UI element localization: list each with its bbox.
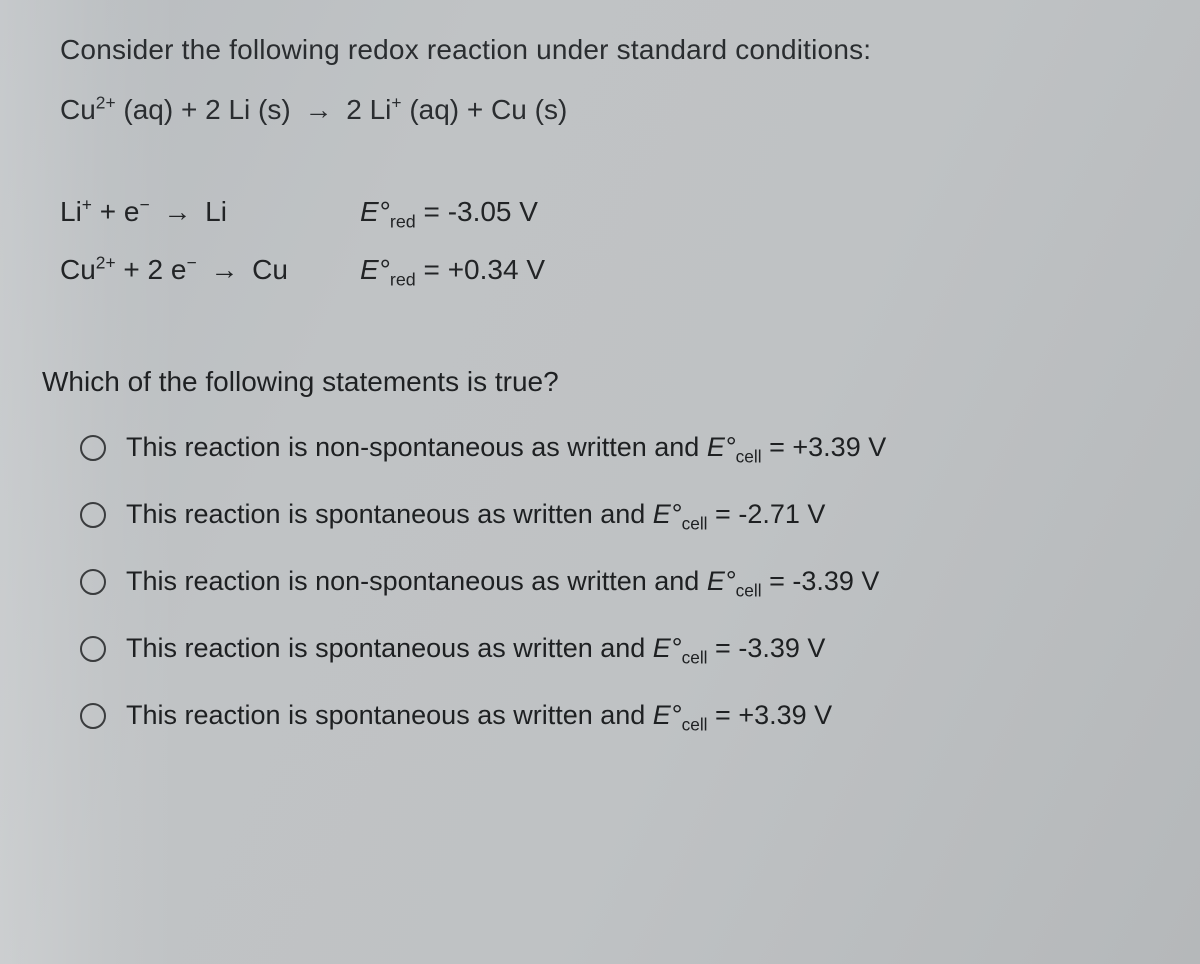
question-text: Which of the following statements is tru…: [42, 366, 1160, 398]
reaction-arrow-icon: →: [204, 254, 244, 285]
prompt-text: Consider the following redox reaction un…: [60, 34, 1160, 66]
overall-equation: Cu2+ (aq) + 2 Li (s) → 2 Li+ (aq) + Cu (…: [60, 94, 1160, 126]
option-3-label: This reaction is non-spontaneous as writ…: [126, 566, 879, 597]
half-reaction-cu: Cu2+ + 2 e− → Cu E°red = +0.34 V: [60, 254, 1160, 286]
radio-icon[interactable]: [80, 636, 106, 662]
option-2-label: This reaction is spontaneous as written …: [126, 499, 825, 530]
option-4-label: This reaction is spontaneous as written …: [126, 633, 825, 664]
reaction-arrow-icon: →: [298, 94, 338, 125]
option-1[interactable]: This reaction is non-spontaneous as writ…: [80, 432, 1160, 463]
half-reaction-li-potential: E°red = -3.05 V: [360, 196, 1160, 228]
radio-icon[interactable]: [80, 435, 106, 461]
product-cu: Cu (s): [491, 94, 567, 125]
half-reaction-cu-left: Cu2+ + 2 e− → Cu: [60, 254, 360, 286]
option-4[interactable]: This reaction is spontaneous as written …: [80, 633, 1160, 664]
options-list: This reaction is non-spontaneous as writ…: [80, 432, 1160, 731]
radio-icon[interactable]: [80, 502, 106, 528]
option-3[interactable]: This reaction is non-spontaneous as writ…: [80, 566, 1160, 597]
option-2[interactable]: This reaction is spontaneous as written …: [80, 499, 1160, 530]
plus-sign: +: [467, 94, 483, 125]
radio-icon[interactable]: [80, 703, 106, 729]
half-reactions-block: Li+ + e− → Li E°red = -3.05 V Cu2+ + 2 e…: [60, 196, 1160, 286]
reaction-arrow-icon: →: [157, 196, 197, 227]
product-li: 2 Li+ (aq): [346, 94, 459, 125]
reactant-li: 2 Li (s): [205, 94, 291, 125]
reactant-cu: Cu2+ (aq): [60, 94, 173, 125]
option-1-label: This reaction is non-spontaneous as writ…: [126, 432, 886, 463]
radio-icon[interactable]: [80, 569, 106, 595]
quiz-page: Consider the following redox reaction un…: [0, 0, 1200, 731]
plus-sign: +: [181, 94, 197, 125]
option-5[interactable]: This reaction is spontaneous as written …: [80, 700, 1160, 731]
half-reaction-li: Li+ + e− → Li E°red = -3.05 V: [60, 196, 1160, 228]
half-reaction-cu-potential: E°red = +0.34 V: [360, 254, 1160, 286]
option-5-label: This reaction is spontaneous as written …: [126, 700, 832, 731]
half-reaction-li-left: Li+ + e− → Li: [60, 196, 360, 228]
